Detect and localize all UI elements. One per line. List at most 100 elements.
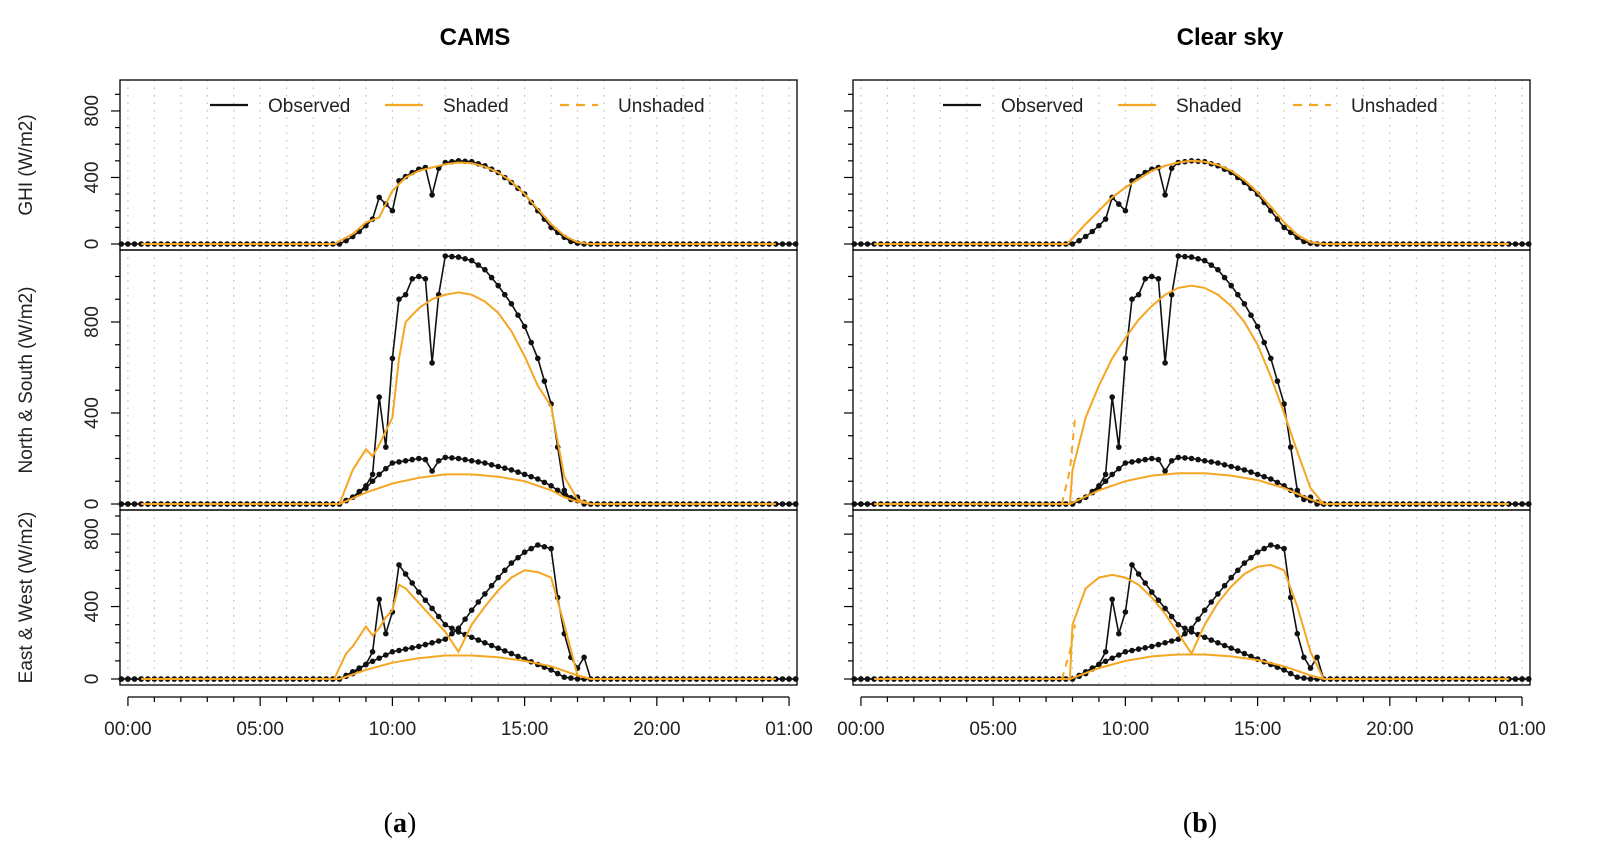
data-point bbox=[1122, 609, 1129, 615]
data-point bbox=[1235, 567, 1241, 574]
data-point bbox=[1221, 274, 1228, 281]
data-point bbox=[1142, 456, 1148, 463]
legend-label: Observed bbox=[268, 96, 350, 117]
data-point bbox=[1221, 582, 1228, 589]
data-point bbox=[1294, 630, 1301, 637]
data-point bbox=[1182, 625, 1188, 632]
data-point bbox=[521, 471, 528, 478]
data-point bbox=[1281, 545, 1287, 552]
data-point bbox=[462, 616, 468, 622]
data-point bbox=[786, 501, 792, 507]
data-point bbox=[554, 487, 561, 494]
x-tick-label: 00:00 bbox=[104, 719, 152, 740]
data-point bbox=[1281, 224, 1287, 231]
data-point bbox=[1512, 501, 1519, 507]
data-point bbox=[356, 665, 363, 671]
data-point bbox=[468, 607, 475, 613]
series-shaded bbox=[874, 159, 1509, 245]
data-point bbox=[1122, 355, 1129, 362]
data-point bbox=[422, 276, 429, 282]
panel-frame bbox=[852, 509, 1531, 686]
data-point bbox=[1228, 282, 1234, 289]
data-point bbox=[851, 501, 858, 507]
data-point bbox=[422, 597, 429, 603]
series-line bbox=[121, 562, 796, 680]
data-point bbox=[1162, 468, 1168, 474]
data-point bbox=[402, 291, 409, 298]
data-point bbox=[1274, 378, 1281, 384]
data-point bbox=[1135, 458, 1142, 464]
data-point bbox=[1241, 650, 1248, 657]
data-point bbox=[118, 241, 125, 247]
legend-label: Shaded bbox=[1176, 96, 1242, 117]
series-shaded bbox=[874, 284, 1509, 505]
series-observed bbox=[851, 454, 1532, 507]
data-point bbox=[1109, 655, 1115, 661]
figure-sub-label: (b) bbox=[1183, 808, 1217, 839]
series-shaded bbox=[874, 563, 1509, 680]
series-line bbox=[121, 544, 796, 680]
series-shaded bbox=[141, 473, 776, 505]
data-point bbox=[1168, 613, 1175, 620]
data-point bbox=[528, 545, 534, 552]
data-point bbox=[1261, 473, 1267, 480]
data-point bbox=[1519, 676, 1525, 682]
data-point bbox=[502, 465, 508, 472]
data-point bbox=[864, 501, 871, 507]
data-point bbox=[1175, 454, 1182, 461]
panel-1: 0 400 800 GHI (W/m2) bbox=[16, 79, 799, 251]
data-point bbox=[449, 455, 455, 461]
data-point bbox=[396, 562, 402, 568]
data-point bbox=[1208, 637, 1215, 643]
series-line bbox=[121, 255, 796, 505]
data-point bbox=[786, 241, 792, 247]
data-point bbox=[1069, 241, 1076, 247]
data-point bbox=[1248, 469, 1254, 475]
data-point bbox=[1519, 241, 1525, 247]
data-point bbox=[1215, 266, 1221, 273]
series-observed bbox=[851, 542, 1532, 682]
data-point bbox=[561, 674, 568, 680]
data-point bbox=[409, 645, 416, 651]
data-point bbox=[1274, 216, 1281, 222]
data-point bbox=[118, 501, 125, 507]
data-point bbox=[1287, 444, 1294, 450]
data-point bbox=[376, 655, 383, 661]
sub-label-letter: a bbox=[393, 808, 407, 839]
y-tick-label: 800 bbox=[82, 95, 103, 127]
data-point bbox=[1525, 676, 1532, 682]
data-point bbox=[495, 282, 502, 289]
data-point bbox=[1102, 658, 1109, 665]
legend: Observed Shaded Unshaded bbox=[210, 96, 705, 117]
data-point bbox=[1135, 646, 1142, 652]
data-point bbox=[1268, 476, 1274, 482]
data-point bbox=[369, 471, 376, 478]
y-axis-label: North & South (W/m2) bbox=[16, 287, 37, 474]
y-axis-label: East & West (W/m2) bbox=[16, 512, 37, 684]
plot-area: 0 400 800 GHI (W/m2) 0 400 800 North & South (W… bbox=[16, 79, 813, 740]
data-point bbox=[1168, 291, 1175, 298]
data-point bbox=[502, 291, 508, 298]
data-point bbox=[851, 676, 858, 682]
data-point bbox=[1122, 207, 1129, 214]
data-point bbox=[462, 456, 468, 463]
data-point bbox=[779, 501, 786, 507]
data-point bbox=[383, 630, 389, 637]
data-point bbox=[475, 599, 482, 605]
data-point bbox=[1208, 459, 1215, 465]
data-point bbox=[468, 257, 475, 264]
data-point bbox=[1221, 642, 1228, 649]
y-tick-label: 400 bbox=[82, 162, 103, 194]
data-point bbox=[462, 255, 468, 262]
data-point bbox=[429, 192, 435, 198]
y-tick-label: 0 bbox=[82, 674, 103, 685]
series-observed bbox=[851, 158, 1532, 247]
data-point bbox=[1294, 674, 1301, 680]
data-point bbox=[1241, 301, 1248, 307]
data-point bbox=[1525, 241, 1532, 247]
panel-1 bbox=[844, 79, 1532, 251]
data-point bbox=[541, 544, 548, 550]
legend: Observed Shaded Unshaded bbox=[943, 96, 1438, 117]
panel-title: Clear sky bbox=[1177, 24, 1284, 51]
panel-frame bbox=[852, 249, 1531, 511]
